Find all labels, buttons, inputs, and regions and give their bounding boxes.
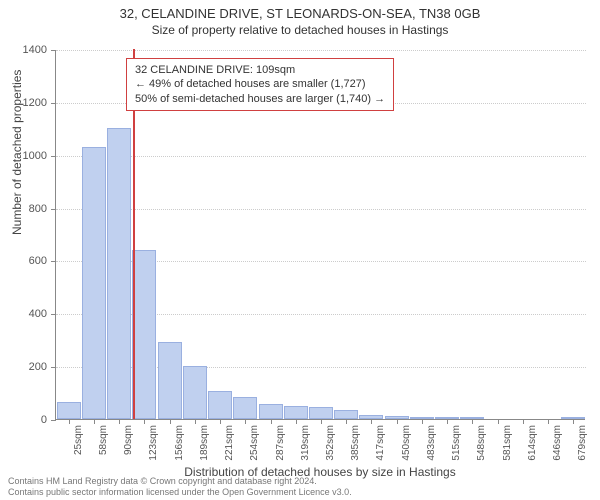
bar	[132, 250, 156, 419]
xtick-mark	[245, 419, 246, 424]
bar	[158, 342, 182, 419]
annotation-line2: ← 49% of detached houses are smaller (1,…	[135, 77, 385, 91]
annotation-box: 32 CELANDINE DRIVE: 109sqm← 49% of detac…	[126, 58, 394, 111]
bar	[334, 410, 358, 419]
annotation-line3: 50% of semi-detached houses are larger (…	[135, 92, 385, 106]
ytick-label: 600	[7, 255, 47, 267]
xtick-mark	[195, 419, 196, 424]
xtick-mark	[170, 419, 171, 424]
footer-line2: Contains public sector information licen…	[8, 487, 352, 498]
xtick-label: 417sqm	[375, 425, 386, 467]
ytick-label: 1000	[7, 150, 47, 162]
xtick-label: 483sqm	[426, 425, 437, 467]
xtick-mark	[397, 419, 398, 424]
ytick-mark	[51, 103, 56, 104]
ytick-label: 0	[7, 414, 47, 426]
xtick-label: 156sqm	[174, 425, 185, 467]
xtick-mark	[573, 419, 574, 424]
chart-title: 32, CELANDINE DRIVE, ST LEONARDS-ON-SEA,…	[0, 0, 600, 21]
xtick-label: 581sqm	[502, 425, 513, 467]
xtick-label: 614sqm	[527, 425, 538, 467]
ytick-label: 400	[7, 308, 47, 320]
xtick-label: 385sqm	[350, 425, 361, 467]
xtick-mark	[498, 419, 499, 424]
chart-subtitle: Size of property relative to detached ho…	[0, 21, 600, 37]
xtick-mark	[447, 419, 448, 424]
bar	[82, 147, 106, 419]
xtick-mark	[422, 419, 423, 424]
ytick-mark	[51, 156, 56, 157]
ytick-mark	[51, 367, 56, 368]
ytick-mark	[51, 209, 56, 210]
xtick-mark	[296, 419, 297, 424]
gridline	[56, 156, 586, 157]
xtick-label: 352sqm	[325, 425, 336, 467]
ytick-label: 200	[7, 361, 47, 373]
xtick-label: 221sqm	[224, 425, 235, 467]
bar	[233, 397, 257, 419]
ytick-label: 1200	[7, 97, 47, 109]
xtick-label: 450sqm	[401, 425, 412, 467]
bar	[259, 404, 283, 419]
bar	[284, 406, 308, 419]
xtick-label: 58sqm	[98, 425, 109, 467]
xtick-mark	[371, 419, 372, 424]
bar	[57, 402, 81, 419]
chart-area: 020040060080010001200140025sqm58sqm90sqm…	[55, 50, 585, 420]
xtick-mark	[220, 419, 221, 424]
xtick-mark	[144, 419, 145, 424]
ytick-mark	[51, 50, 56, 51]
xtick-label: 679sqm	[577, 425, 588, 467]
gridline	[56, 209, 586, 210]
gridline	[56, 50, 586, 51]
xtick-mark	[472, 419, 473, 424]
xtick-mark	[523, 419, 524, 424]
xtick-label: 515sqm	[451, 425, 462, 467]
xtick-label: 90sqm	[123, 425, 134, 467]
xtick-mark	[321, 419, 322, 424]
ytick-mark	[51, 261, 56, 262]
footer-attribution: Contains HM Land Registry data © Crown c…	[8, 476, 352, 499]
xtick-mark	[346, 419, 347, 424]
xtick-label: 254sqm	[249, 425, 260, 467]
ytick-label: 1400	[7, 44, 47, 56]
bar	[309, 407, 333, 419]
xtick-label: 123sqm	[148, 425, 159, 467]
xtick-mark	[69, 419, 70, 424]
xtick-label: 646sqm	[552, 425, 563, 467]
xtick-mark	[271, 419, 272, 424]
xtick-label: 189sqm	[199, 425, 210, 467]
ytick-mark	[51, 420, 56, 421]
footer-line1: Contains HM Land Registry data © Crown c…	[8, 476, 352, 487]
xtick-label: 319sqm	[300, 425, 311, 467]
bar	[107, 128, 131, 419]
xtick-mark	[94, 419, 95, 424]
bar	[183, 366, 207, 419]
ytick-mark	[51, 314, 56, 315]
xtick-label: 548sqm	[476, 425, 487, 467]
bar	[208, 391, 232, 419]
xtick-label: 287sqm	[275, 425, 286, 467]
xtick-mark	[548, 419, 549, 424]
xtick-label: 25sqm	[73, 425, 84, 467]
plot-region: 020040060080010001200140025sqm58sqm90sqm…	[55, 50, 585, 420]
annotation-line1: 32 CELANDINE DRIVE: 109sqm	[135, 63, 385, 77]
ytick-label: 800	[7, 203, 47, 215]
xtick-mark	[119, 419, 120, 424]
